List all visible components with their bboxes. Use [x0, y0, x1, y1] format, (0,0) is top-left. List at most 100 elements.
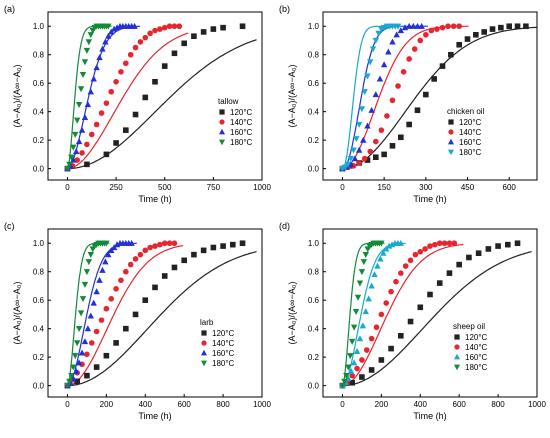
data-point-180c [70, 364, 77, 371]
data-point-180c [361, 89, 368, 96]
data-point-140c [456, 23, 462, 30]
data-point-180c [81, 281, 89, 288]
data-point-120c [481, 29, 487, 35]
data-point-140c [113, 285, 119, 292]
data-point-180c [81, 59, 89, 66]
data-point-180c [77, 86, 85, 93]
data-point-160c [356, 335, 364, 342]
data-point-140c [127, 261, 134, 268]
legend-entry: 180°C [212, 359, 235, 368]
fit-curve-120c [67, 251, 257, 387]
data-point-180c [79, 296, 87, 303]
legend-marker [201, 340, 207, 346]
plot-frame [47, 11, 263, 181]
data-point-160c [90, 299, 97, 306]
data-point-160c [105, 32, 112, 39]
legend-marker [448, 129, 454, 135]
data-point-160c [364, 122, 371, 129]
data-point-160c [78, 126, 86, 133]
data-point-140c [389, 97, 396, 104]
data-point-180c [72, 131, 79, 138]
data-point-120c [123, 325, 129, 332]
x-tick-label: 0 [65, 400, 70, 409]
data-point-180c [348, 338, 356, 345]
data-point-160c [397, 27, 405, 34]
data-point-120c [466, 254, 472, 261]
legend-marker [219, 139, 225, 146]
data-point-160c [359, 322, 367, 329]
data-point-140c [445, 23, 451, 30]
data-point-180c [87, 252, 94, 259]
data-point-140c [123, 60, 129, 67]
y-tick-label: 0.6 [33, 79, 45, 88]
x-tick-label: 200 [375, 400, 389, 409]
y-tick-label: 0.6 [33, 296, 45, 305]
data-point-160c [376, 75, 384, 82]
data-point-120c [84, 161, 90, 168]
data-point-140c [93, 121, 100, 128]
data-point-120c [489, 26, 496, 32]
data-point-140c [411, 46, 418, 52]
data-point-180c [73, 340, 81, 347]
x-tick-label: 300 [419, 183, 433, 192]
fit-curve-160c [67, 25, 140, 170]
data-point-140c [147, 30, 153, 37]
panel-b: (b) 0 150 300 450 600 0.0 0.2 0.4 0.6 0.8 1.0 Time (… [279, 4, 538, 204]
data-point-140c [142, 34, 149, 41]
y-tick-label: 0.0 [33, 165, 45, 174]
data-point-120c [473, 31, 479, 38]
x-axis-label: Time (h) [413, 411, 446, 421]
data-point-180c [68, 373, 75, 380]
y-tick-label: 0.0 [308, 165, 320, 174]
legend-entry: 120°C [459, 118, 482, 127]
data-point-120c [414, 107, 421, 114]
data-point-180c [83, 269, 91, 276]
data-point-120c [103, 151, 110, 158]
data-point-120c [475, 250, 482, 257]
legend-entry: 180°C [230, 138, 253, 147]
x-tick-label: 500 [158, 183, 172, 192]
plot-frame [322, 228, 538, 398]
data-point-140c [383, 300, 390, 306]
data-point-180c [364, 73, 371, 80]
y-tick-label: 0.2 [308, 353, 320, 362]
data-point-120c [464, 36, 471, 42]
y-tick-label: 1.0 [308, 239, 320, 248]
data-point-160c [99, 266, 106, 273]
data-point-120c [498, 24, 504, 31]
legend-marker [448, 149, 454, 156]
data-point-180c [358, 269, 366, 276]
data-point-180c [350, 147, 357, 154]
data-point-180c [64, 166, 71, 173]
data-point-140c [412, 251, 419, 258]
data-point-160c [353, 348, 361, 355]
data-point-120c [456, 261, 462, 268]
y-tick-label: 0.2 [33, 353, 45, 362]
data-point-120c [161, 63, 168, 69]
data-point-180c [353, 136, 360, 143]
data-point-140c [166, 23, 173, 30]
data-point-160c [81, 338, 89, 345]
plot-frame [322, 11, 538, 181]
data-point-120c [113, 340, 119, 346]
data-point-140c [368, 335, 375, 342]
data-point-140c [367, 148, 374, 155]
data-point-180c [66, 378, 73, 385]
data-point-160c [418, 22, 425, 29]
data-point-140c [388, 288, 394, 295]
data-point-120c [103, 352, 110, 359]
data-point-140c [363, 347, 370, 353]
data-point-120c [427, 291, 433, 298]
legend-marker [448, 119, 454, 125]
fit-curve-120c [342, 251, 532, 387]
data-point-120c [74, 378, 80, 385]
data-point-120c [230, 241, 236, 248]
data-point-120c [132, 111, 139, 118]
plot-area [64, 239, 257, 390]
data-point-140c [402, 263, 409, 269]
data-point-160c [105, 251, 112, 258]
data-point-120c [161, 273, 168, 279]
data-point-120c [123, 127, 129, 133]
